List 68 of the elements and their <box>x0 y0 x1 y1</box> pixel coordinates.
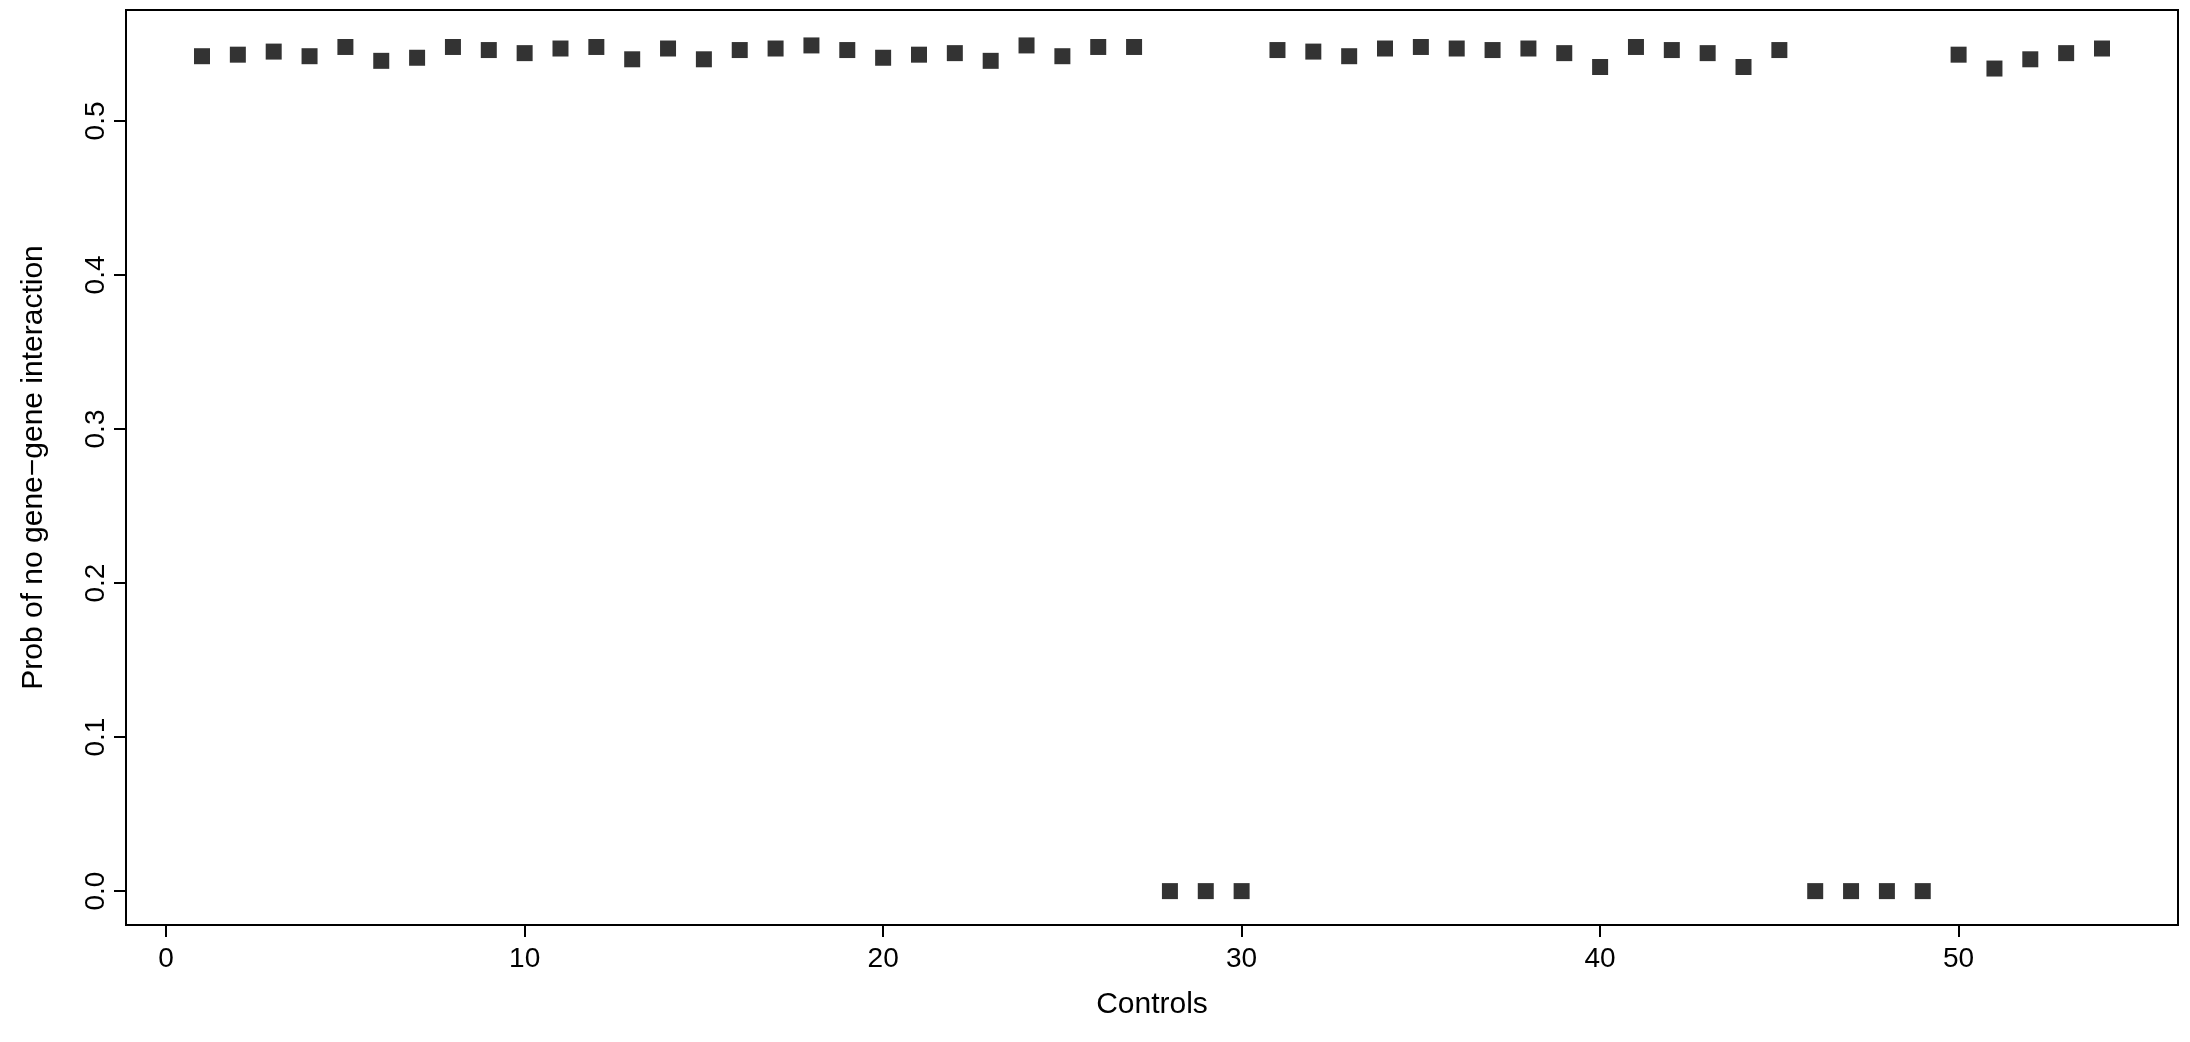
point <box>1377 40 1394 57</box>
point <box>1771 42 1788 59</box>
x-tick-label: 10 <box>509 941 541 973</box>
point <box>2022 51 2039 68</box>
point <box>1520 40 1537 57</box>
y-tick-label: 0.1 <box>78 717 110 757</box>
point <box>552 40 569 57</box>
y-tick-label: 0.3 <box>78 409 110 449</box>
point <box>910 46 927 63</box>
point <box>946 45 963 62</box>
point <box>588 38 605 55</box>
point <box>875 49 892 66</box>
point <box>731 42 748 59</box>
point <box>1627 38 1644 55</box>
point <box>1197 883 1214 900</box>
point <box>409 49 426 66</box>
point <box>1090 38 1107 55</box>
point <box>1412 38 1429 55</box>
y-tick-label: 0.0 <box>78 871 110 911</box>
point <box>1305 43 1322 60</box>
point <box>839 42 856 59</box>
x-tick-label: 30 <box>1226 941 1258 973</box>
point <box>1448 40 1465 57</box>
point <box>1054 48 1071 65</box>
x-tick-label: 20 <box>867 941 899 973</box>
point <box>1699 45 1716 62</box>
y-axis-title: Prob of no gene−gene interaction <box>14 245 48 690</box>
point <box>982 52 999 69</box>
point <box>1807 883 1824 900</box>
point <box>1878 883 1895 900</box>
point <box>373 52 390 69</box>
point <box>2058 45 2075 62</box>
point <box>1018 37 1035 54</box>
point <box>1663 42 1680 59</box>
point <box>1233 883 1250 900</box>
point <box>2094 40 2110 57</box>
point <box>1269 42 1286 59</box>
point <box>1843 883 1860 900</box>
point <box>265 43 282 60</box>
point <box>229 46 246 63</box>
x-axis-title: Controls <box>1096 985 1208 1019</box>
x-tick-label: 0 <box>158 941 174 973</box>
point <box>624 51 641 68</box>
point <box>337 38 354 55</box>
point <box>660 40 677 57</box>
point <box>480 42 497 59</box>
point <box>1126 38 1143 55</box>
point <box>1341 48 1358 65</box>
y-tick-label: 0.4 <box>78 255 110 295</box>
point <box>1914 883 1931 900</box>
point <box>516 45 533 62</box>
point <box>1950 46 1967 63</box>
point <box>301 48 318 65</box>
x-tick-label: 50 <box>1943 941 1975 973</box>
y-tick-label: 0.2 <box>78 563 110 603</box>
y-tick-label: 0.5 <box>78 101 110 141</box>
point <box>444 38 461 55</box>
point <box>1986 60 2003 77</box>
point <box>1735 58 1752 75</box>
point <box>803 37 820 54</box>
point <box>1484 42 1501 59</box>
x-tick-label: 40 <box>1584 941 1616 973</box>
point <box>767 40 784 57</box>
point <box>1592 58 1609 75</box>
point <box>194 48 210 65</box>
point <box>695 51 712 68</box>
point <box>1556 45 1573 62</box>
point <box>1161 883 1178 900</box>
